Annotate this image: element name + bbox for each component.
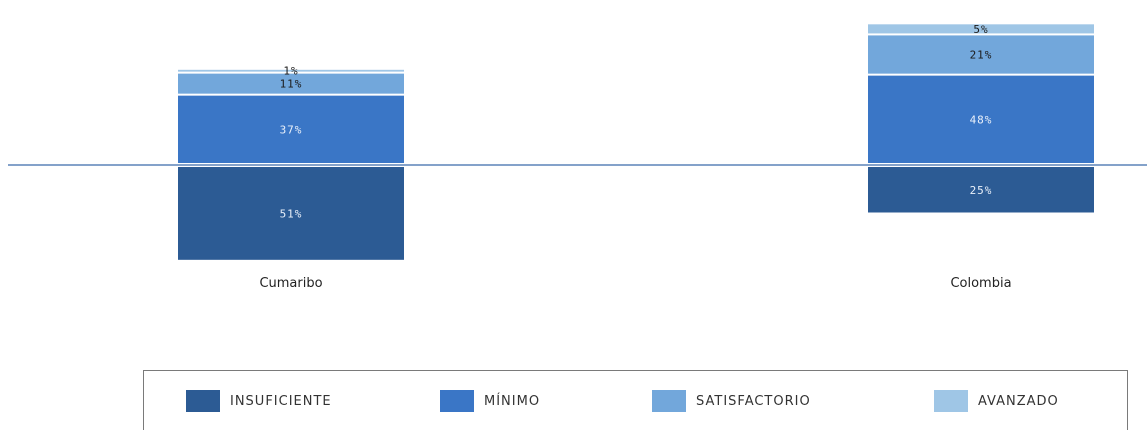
legend-swatch-avanzado xyxy=(934,390,968,412)
legend-swatch-satisfactorio xyxy=(652,390,686,412)
bar-avanzado-colombia xyxy=(868,24,1094,34)
legend-label-minimo: MÍNIMO xyxy=(484,393,541,409)
bar-insuficiente-cumaribo xyxy=(178,167,404,260)
data-label-avanzado-colombia: 5% xyxy=(973,23,988,36)
legend-swatch-minimo xyxy=(440,390,474,412)
bar-insuficiente-colombia xyxy=(868,167,1094,213)
category-label-cumaribo: Cumaribo xyxy=(259,276,323,291)
data-label-insuficiente-colombia: 25% xyxy=(970,184,993,197)
data-label-avanzado-cumaribo: 1% xyxy=(283,65,298,78)
legend-item-insuficiente: INSUFICIENTE xyxy=(186,390,332,412)
legend-label-insuficiente: INSUFICIENTE xyxy=(230,393,332,409)
bar-satisfactorio-colombia xyxy=(868,35,1094,74)
data-label-satisfactorio-colombia: 21% xyxy=(970,49,993,62)
chart-legend: INSUFICIENTE MÍNIMO SATISFACTORIO AVANZA… xyxy=(143,370,1128,430)
legend-item-minimo: MÍNIMO xyxy=(440,390,540,412)
bar-satisfactorio-cumaribo xyxy=(178,73,404,94)
data-label-minimo-colombia: 48% xyxy=(970,113,993,126)
legend-item-avanzado: AVANZADO xyxy=(934,390,1059,412)
legend-item-satisfactorio: SATISFACTORIO xyxy=(652,390,811,412)
data-label-insuficiente-cumaribo: 51% xyxy=(280,207,303,220)
bar-minimo-colombia xyxy=(868,75,1094,163)
legend-swatch-insuficiente xyxy=(186,390,220,412)
data-label-minimo-cumaribo: 37% xyxy=(280,123,303,136)
data-label-satisfactorio-cumaribo: 11% xyxy=(280,78,303,91)
bar-minimo-cumaribo xyxy=(178,95,404,163)
stacked-bar-chart: 51% 37% 11%1% 25% 48% 21% 5% xyxy=(8,23,1147,260)
category-label-colombia: Colombia xyxy=(950,276,1012,291)
legend-label-avanzado: AVANZADO xyxy=(978,393,1059,409)
legend-label-satisfactorio: SATISFACTORIO xyxy=(696,393,811,409)
bar-avanzado-cumaribo xyxy=(178,69,404,72)
